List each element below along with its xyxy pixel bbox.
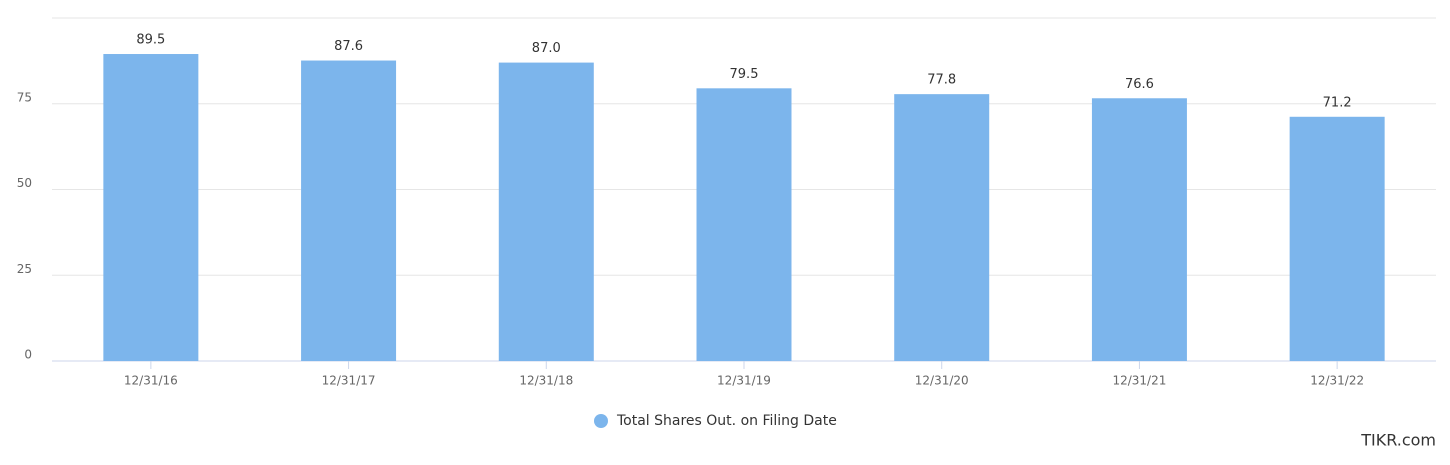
y-tick-label: 25 — [17, 262, 32, 276]
legend-marker — [594, 414, 608, 428]
data-label: 71.2 — [1323, 95, 1352, 110]
y-tick-label: 0 — [24, 348, 32, 362]
bar — [1289, 116, 1385, 361]
data-label: 89.5 — [136, 33, 165, 48]
y-tick-label: 50 — [17, 176, 32, 190]
x-tick-label: 12/31/19 — [717, 374, 771, 388]
bar — [103, 54, 199, 361]
bar — [894, 94, 990, 362]
x-tick-label: 12/31/20 — [915, 374, 969, 388]
watermark: TIKR.com — [1360, 431, 1436, 450]
legend-label: Total Shares Out. on Filing Date — [616, 413, 837, 429]
y-tick-label: 75 — [17, 90, 32, 104]
x-tick-label: 12/31/17 — [322, 374, 376, 388]
bar — [498, 62, 594, 362]
data-label: 79.5 — [730, 67, 759, 82]
x-tick-label: 12/31/22 — [1310, 374, 1364, 388]
x-tick-label: 12/31/18 — [519, 374, 573, 388]
data-label: 87.6 — [334, 39, 363, 54]
data-label: 87.0 — [532, 41, 561, 56]
bar — [301, 60, 397, 361]
data-label: 77.8 — [927, 73, 956, 88]
bar — [696, 88, 792, 361]
bar — [1091, 98, 1187, 362]
x-tick-label: 12/31/21 — [1112, 374, 1166, 388]
data-label: 76.6 — [1125, 77, 1154, 92]
x-tick-label: 12/31/16 — [124, 374, 178, 388]
